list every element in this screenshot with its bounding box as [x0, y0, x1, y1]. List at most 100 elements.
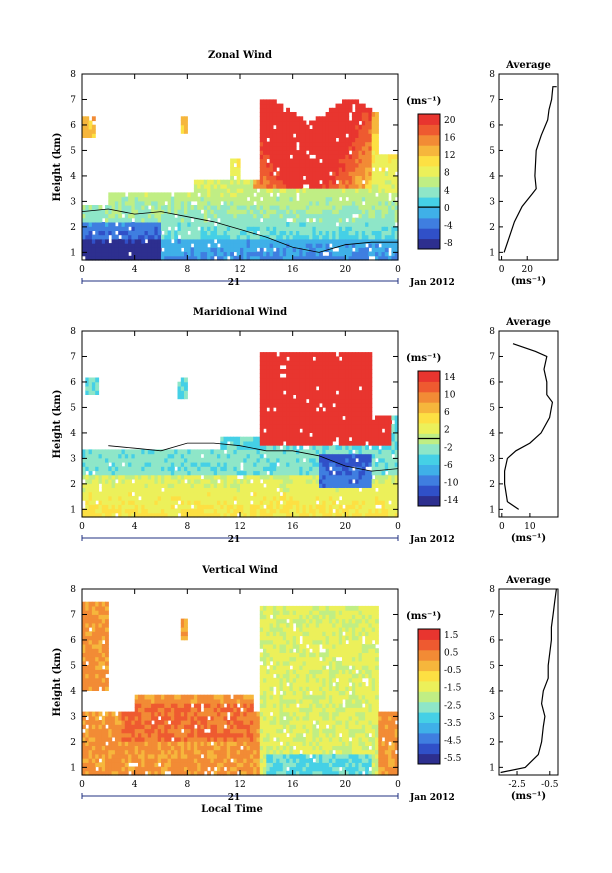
heatmap-cell	[240, 436, 244, 442]
heatmap-cell	[170, 200, 175, 206]
heatmap-cell	[328, 479, 333, 484]
heatmap-cell	[361, 145, 366, 151]
heatmap-cell	[388, 222, 392, 227]
heatmap-cell	[348, 512, 353, 518]
heatmap-cell	[279, 141, 284, 147]
heatmap-cell	[342, 491, 346, 497]
heatmap-cell	[322, 424, 327, 429]
average-frame	[498, 330, 559, 518]
heatmap-cell	[263, 381, 267, 387]
heatmap-cell	[322, 364, 327, 370]
heatmap-cell	[289, 209, 294, 215]
heatmap-cell	[325, 179, 330, 185]
heatmap-cell	[213, 479, 218, 484]
heatmap-cell	[253, 238, 258, 244]
heatmap-cell	[121, 255, 126, 261]
heatmap-cell	[184, 238, 188, 244]
heatmap-cell	[365, 360, 369, 366]
heatmap-cell	[95, 749, 100, 755]
heatmap-cell	[98, 504, 103, 510]
heatmap-cell	[230, 255, 234, 261]
heatmap-cell	[338, 205, 343, 210]
heatmap-cell	[223, 512, 228, 518]
heatmap-cell	[269, 504, 274, 510]
heatmap-cell	[180, 192, 185, 198]
heatmap-cell	[253, 251, 258, 257]
heatmap-cell	[335, 255, 340, 261]
heatmap-cell	[91, 483, 96, 488]
heatmap-cell	[131, 449, 136, 455]
heatmap-cell	[305, 234, 310, 240]
heatmap-cell	[269, 226, 274, 231]
heatmap-cell	[309, 457, 313, 463]
heatmap-cell	[319, 424, 323, 429]
heatmap-cell	[272, 222, 277, 227]
heatmap-cell	[170, 205, 175, 210]
heatmap-cell	[213, 209, 218, 215]
heatmap-cell	[381, 504, 386, 510]
heatmap-cell	[259, 398, 264, 404]
heatmap-cell	[177, 217, 182, 223]
heatmap-cell	[174, 255, 179, 261]
heatmap-cell	[91, 669, 96, 675]
heatmap-cell	[335, 470, 340, 476]
heatmap-cell	[365, 162, 369, 168]
heatmap-cell	[217, 462, 221, 467]
heatmap-cell	[147, 479, 152, 484]
heatmap-cell	[335, 217, 340, 223]
heatmap-cell	[309, 428, 313, 433]
heatmap-cell	[322, 145, 327, 151]
heatmap-cell	[322, 491, 327, 497]
heatmap-cell	[190, 470, 195, 476]
heatmap-cell	[368, 436, 373, 442]
heatmap-cell	[170, 217, 175, 223]
heatmap-cell	[174, 508, 179, 514]
heatmap-cell	[299, 457, 304, 463]
heatmap-cell	[124, 196, 129, 202]
heatmap-cell	[233, 453, 238, 459]
heatmap-cell	[151, 453, 155, 459]
heatmap-cell	[292, 508, 297, 514]
heatmap-cell	[259, 205, 264, 210]
heatmap-cell	[157, 500, 162, 505]
heatmap-cell	[230, 479, 234, 484]
heatmap-cell	[193, 213, 198, 219]
heatmap-cell	[170, 255, 175, 261]
heatmap-cell	[384, 179, 389, 185]
heatmap-cell	[95, 390, 100, 395]
heatmap-cell	[220, 217, 225, 223]
heatmap-cell	[220, 230, 225, 236]
heatmap-cell	[184, 247, 188, 253]
heatmap-cell	[309, 415, 313, 421]
heatmap-cell	[342, 386, 346, 391]
heatmap-cell	[128, 457, 132, 463]
heatmap-cell	[266, 141, 271, 147]
heatmap-cell	[266, 432, 271, 438]
heatmap-cell	[259, 158, 264, 164]
heatmap-cell	[378, 234, 383, 240]
heatmap-cell	[302, 402, 307, 408]
heatmap-cell	[378, 226, 383, 231]
heatmap-cell	[388, 424, 392, 429]
heatmap-cell	[164, 495, 169, 501]
heatmap-cell	[394, 474, 399, 480]
heatmap-cell	[134, 217, 139, 223]
heatmap-cell	[289, 390, 294, 395]
heatmap-cell	[236, 158, 241, 164]
heatmap-cell	[319, 364, 323, 370]
heatmap-cell	[305, 436, 310, 442]
heatmap-cell	[197, 205, 202, 210]
heatmap-cell	[207, 453, 211, 459]
heatmap-cell	[335, 188, 340, 193]
heatmap-cell	[187, 453, 192, 459]
heatmap-cell	[279, 436, 284, 442]
heatmap-cell	[82, 644, 86, 649]
heatmap-cell	[164, 234, 169, 240]
heatmap-cell	[375, 424, 379, 429]
heatmap-cell	[355, 428, 360, 433]
heatmap-cell	[82, 745, 86, 751]
heatmap-cell	[200, 226, 205, 231]
heatmap-cell	[193, 462, 198, 467]
heatmap-cell	[134, 243, 139, 248]
heatmap-cell	[95, 622, 100, 628]
